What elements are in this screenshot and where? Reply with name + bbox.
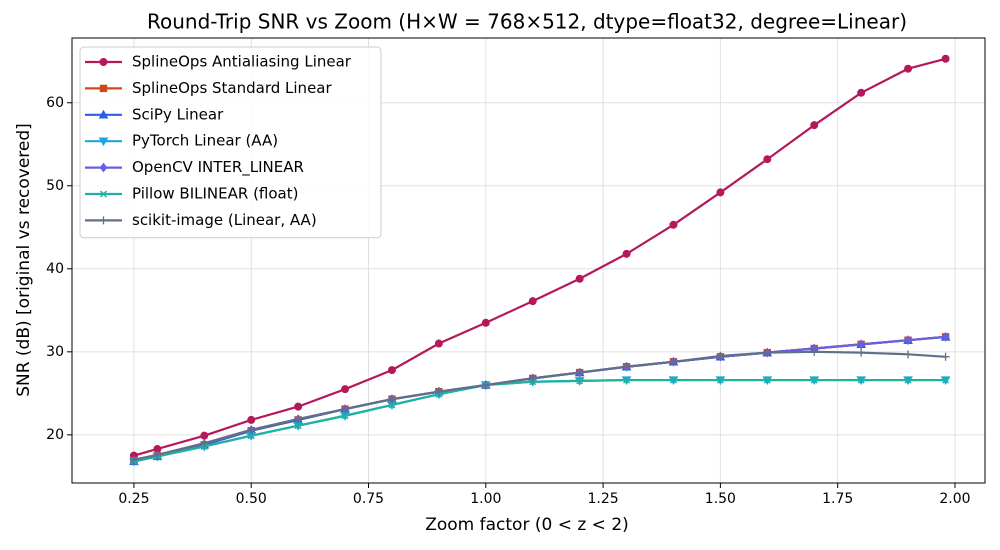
marker — [388, 401, 396, 409]
marker — [99, 216, 108, 225]
series-line — [133, 378, 946, 463]
x-tick-label: 1.50 — [705, 491, 736, 507]
marker — [669, 220, 678, 229]
series-line — [133, 378, 946, 463]
marker — [576, 377, 584, 385]
y-tick-label: 30 — [46, 344, 64, 360]
y-tick-label: 40 — [46, 261, 64, 277]
marker — [716, 351, 725, 360]
marker — [387, 366, 396, 375]
marker — [341, 405, 350, 414]
legend-label: scikit-image (Linear, AA) — [132, 211, 317, 229]
marker — [763, 155, 772, 164]
marker — [904, 376, 912, 384]
marker — [481, 381, 490, 390]
y-tick-label: 20 — [46, 427, 64, 443]
legend-label: SciPy Linear — [132, 105, 224, 123]
series-line — [133, 335, 946, 463]
marker — [294, 415, 303, 424]
marker — [341, 412, 349, 420]
marker — [942, 376, 950, 384]
x-tick-label: 0.75 — [353, 491, 384, 507]
legend-label: PyTorch Linear (AA) — [132, 132, 278, 150]
marker — [904, 64, 913, 73]
marker — [941, 352, 950, 361]
marker — [810, 347, 819, 356]
legend-label: Pillow BILINEAR (float) — [132, 185, 298, 203]
marker — [247, 432, 255, 440]
marker — [434, 387, 443, 396]
plot-frame — [71, 37, 986, 484]
marker — [904, 335, 912, 346]
marker — [99, 58, 108, 66]
marker — [763, 376, 771, 384]
marker — [153, 450, 162, 459]
legend-label: SplineOps Standard Linear — [132, 79, 332, 97]
y-tick-label: 60 — [46, 95, 64, 111]
x-tick-label: 1.75 — [822, 491, 853, 507]
marker — [669, 376, 678, 384]
marker — [763, 348, 772, 357]
marker — [810, 376, 818, 384]
marker — [528, 297, 537, 306]
series-line — [133, 335, 946, 462]
marker — [481, 318, 490, 327]
x-tick-label: 0.50 — [236, 491, 267, 507]
marker — [99, 84, 108, 93]
marker — [857, 88, 866, 97]
marker — [99, 190, 108, 198]
marker — [247, 415, 256, 424]
x-tick-label: 2.00 — [939, 491, 970, 507]
marker — [941, 54, 950, 63]
x-tick-label: 1.25 — [588, 491, 619, 507]
marker — [857, 348, 866, 357]
series-line — [133, 335, 946, 462]
marker — [622, 362, 631, 371]
marker — [341, 385, 350, 394]
marker — [247, 425, 256, 434]
marker — [200, 431, 209, 440]
legend-label: SplineOps Antialiasing Linear — [132, 53, 352, 71]
marker — [941, 332, 950, 342]
x-axis-label: Zoom factor (0 < z < 2) — [425, 515, 629, 535]
chart-title: Round-Trip SNR vs Zoom (H×W = 768×512, d… — [147, 10, 907, 34]
marker — [669, 357, 678, 366]
marker — [129, 455, 138, 464]
marker — [98, 109, 109, 119]
marker — [528, 374, 537, 383]
x-tick-label: 0.25 — [118, 491, 149, 507]
legend-label: OpenCV INTER_LINEAR — [132, 158, 304, 177]
marker — [294, 402, 303, 411]
marker — [857, 339, 865, 350]
y-tick-label: 50 — [46, 178, 64, 194]
marker — [434, 339, 443, 348]
marker — [200, 439, 209, 448]
marker — [623, 376, 631, 384]
series-line — [133, 350, 946, 461]
marker — [716, 188, 725, 197]
marker — [857, 376, 865, 384]
marker — [904, 350, 913, 359]
marker — [387, 395, 396, 404]
marker — [575, 368, 584, 377]
x-tick-label: 1.00 — [470, 491, 501, 507]
legend-box — [79, 46, 382, 239]
marker — [575, 274, 584, 283]
marker — [810, 121, 819, 130]
marker — [99, 162, 108, 173]
marker — [294, 422, 302, 430]
marker — [622, 249, 631, 258]
marker — [716, 376, 724, 384]
marker — [98, 137, 109, 147]
y-axis-label: SNR (dB) [original vs recovered] — [14, 123, 34, 397]
